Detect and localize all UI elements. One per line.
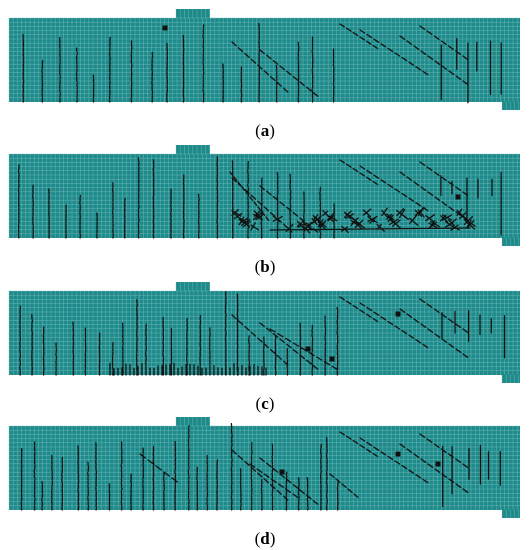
damage-spot — [435, 461, 441, 467]
damage-spot — [162, 25, 168, 31]
beam-mesh-a — [8, 9, 520, 110]
crack-pattern — [17, 156, 502, 239]
beam-mesh-b — [8, 145, 520, 246]
damage-spot — [395, 311, 401, 317]
support-plate — [502, 102, 520, 110]
crack-pattern — [20, 422, 501, 511]
panel-b: (b) — [0, 142, 530, 280]
damage-spot — [329, 356, 335, 362]
caption-a: (a) — [255, 121, 275, 140]
mesh-grid — [8, 417, 520, 518]
crack-pattern — [22, 22, 502, 104]
caption-label-a: a — [260, 121, 270, 140]
panel-d: (d) — [0, 414, 530, 550]
damage-spot — [305, 346, 311, 352]
damage-spot — [455, 194, 461, 200]
support-plate — [502, 510, 520, 518]
caption-d: (d) — [254, 529, 276, 548]
caption-label-d: d — [260, 529, 270, 548]
caption-c: (c) — [255, 394, 275, 413]
support-plate — [502, 375, 520, 383]
caption-label-b: b — [260, 257, 270, 276]
panel-c: (c) — [0, 279, 530, 417]
crack-pattern — [19, 291, 506, 376]
beam-mesh-d — [8, 417, 520, 518]
damage-spot — [395, 451, 401, 457]
damage-spot — [279, 469, 285, 475]
caption-label-c: c — [261, 394, 269, 413]
support-plate — [502, 238, 520, 246]
mesh-grid — [8, 282, 520, 383]
caption-b: (b) — [254, 257, 276, 276]
panel-a: (a) — [0, 6, 530, 144]
beam-mesh-c — [8, 282, 520, 383]
